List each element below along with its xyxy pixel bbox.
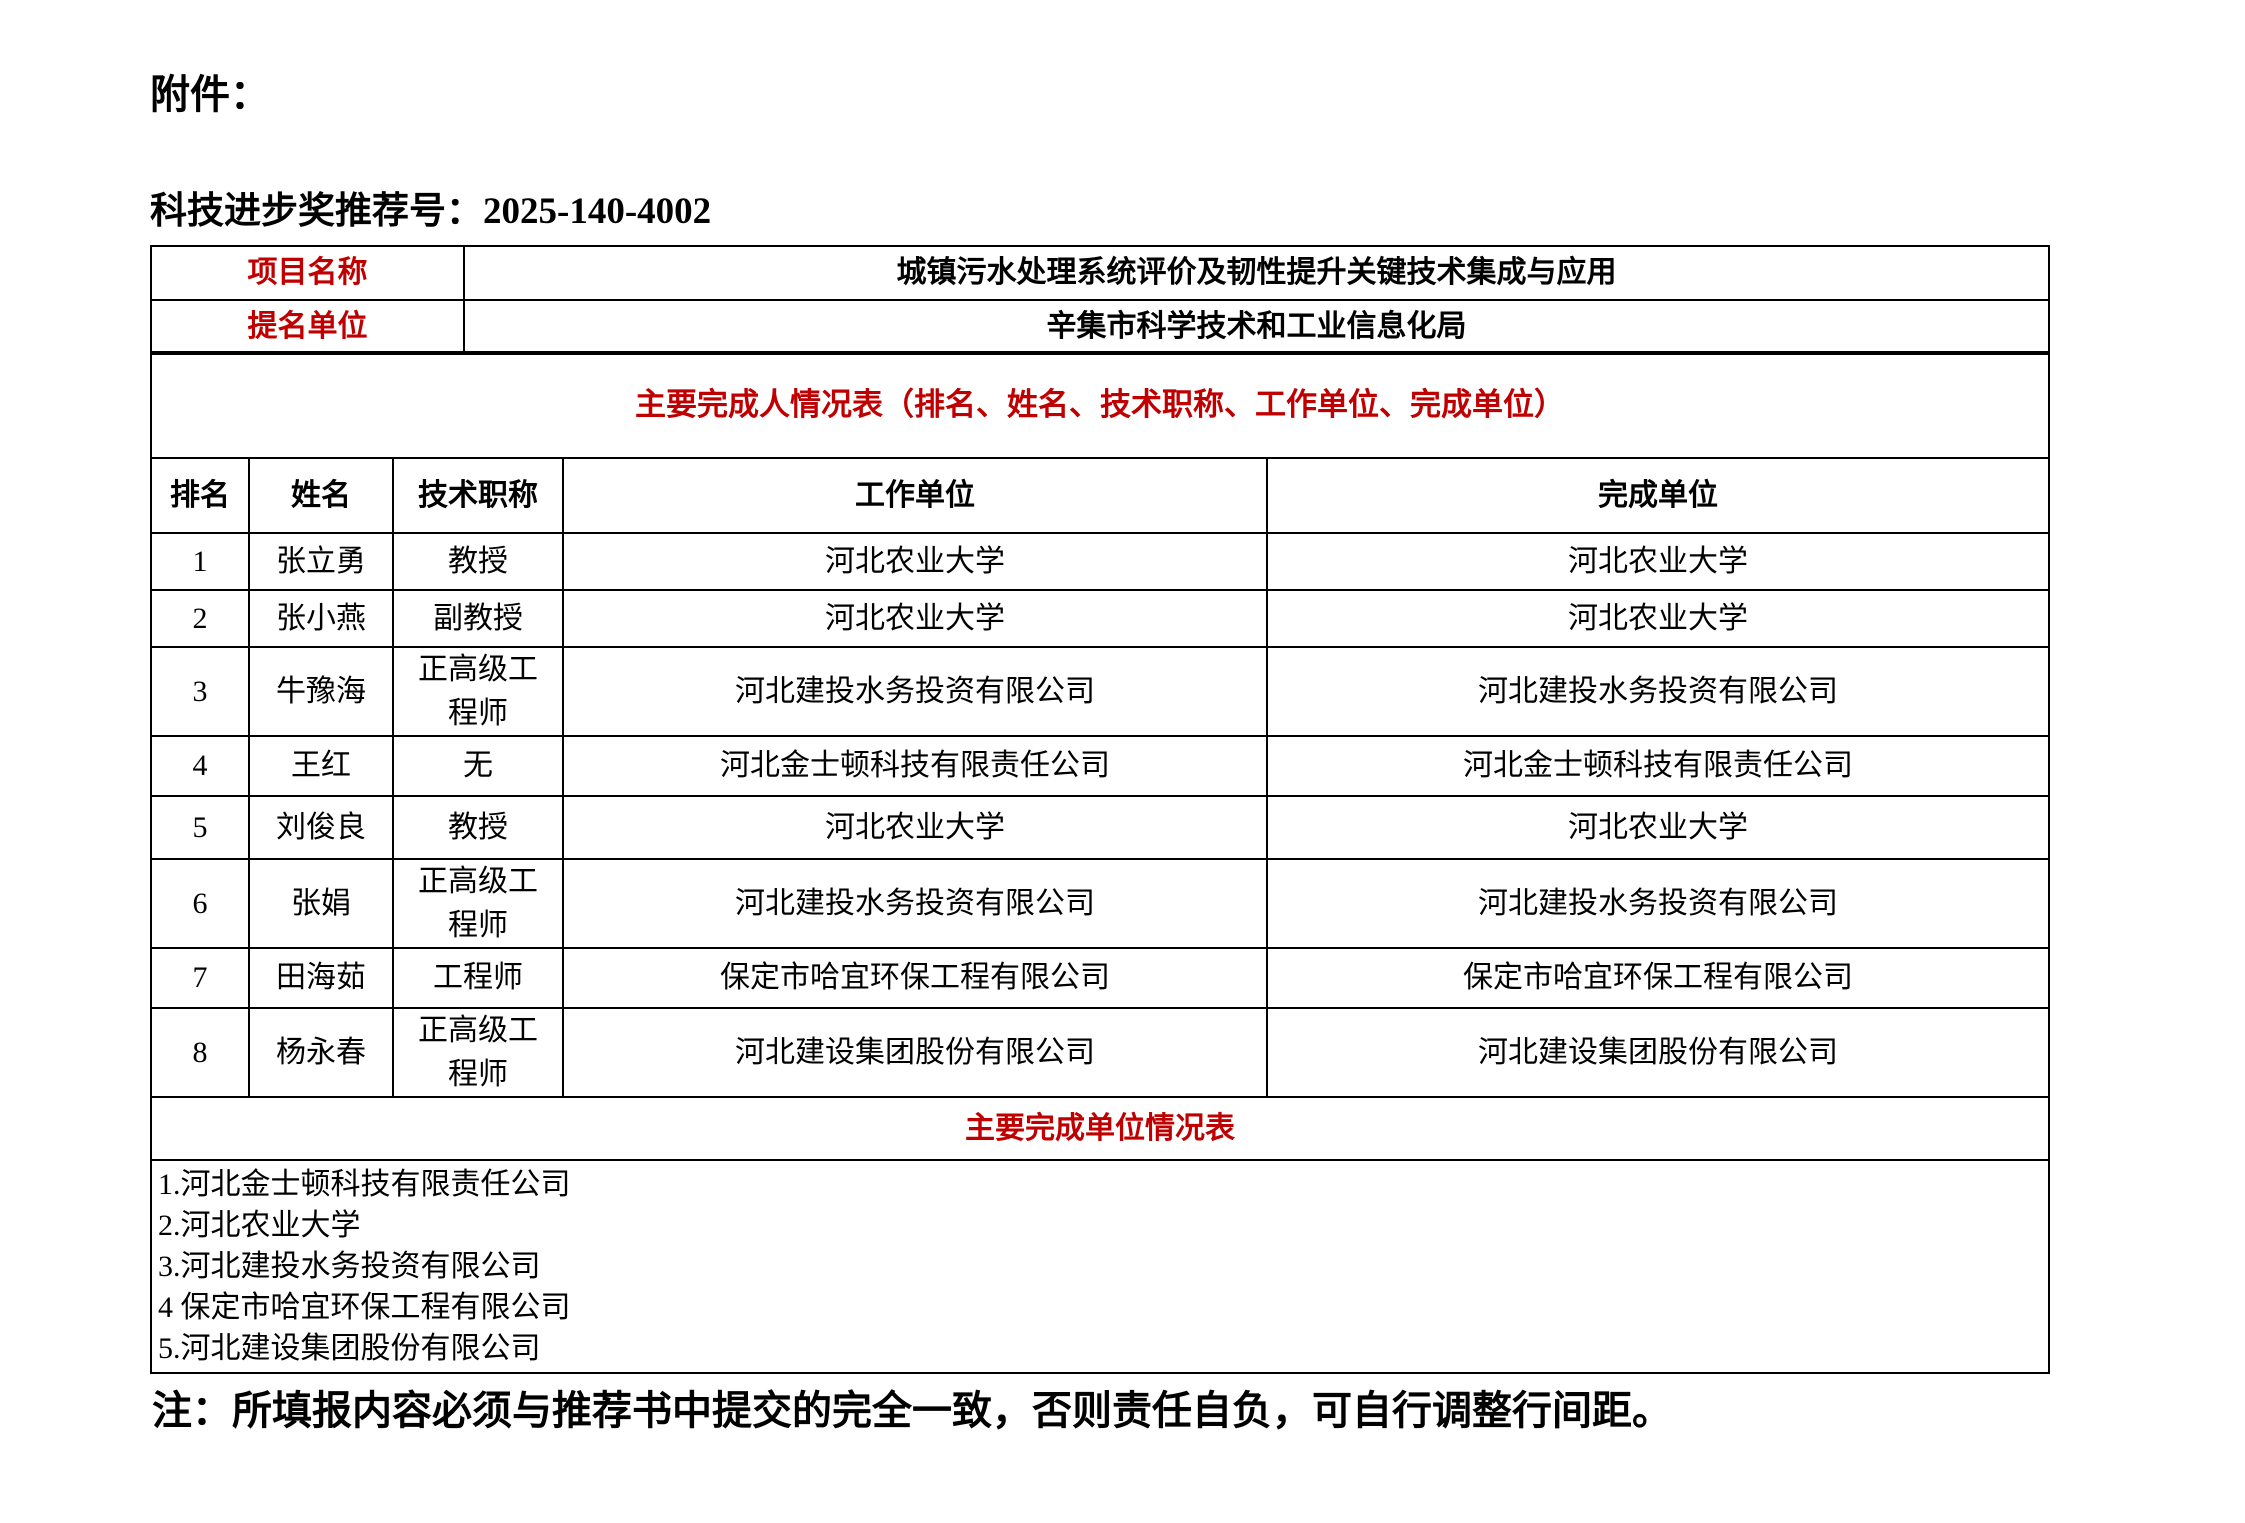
project-name-label: 项目名称 [150,245,465,301]
contributor-row-5: 5 刘俊良 教授 河北农业大学 河北农业大学 [150,795,2051,860]
cell-work-unit: 河北农业大学 [562,532,1268,591]
contributor-row-4: 4 王红 无 河北金士顿科技有限责任公司 河北金士顿科技有限责任公司 [150,735,2051,797]
cell-rank: 8 [150,1007,250,1098]
cell-work-unit: 河北金士顿科技有限责任公司 [562,735,1268,797]
unit-item-4: 4 保定市哈宜环保工程有限公司 [158,1291,571,1324]
cell-rank: 1 [150,532,250,591]
unit-item-1: 1.河北金士顿科技有限责任公司 [158,1168,571,1201]
unit-item-2: 2.河北农业大学 [158,1209,361,1242]
units-list: 1.河北金士顿科技有限责任公司 2.河北农业大学 3.河北建投水务投资有限公司 … [149,1159,2051,1374]
contributor-row-7: 7 田海茹 工程师 保定市哈宜环保工程有限公司 保定市哈宜环保工程有限公司 [150,947,2051,1009]
cell-title: 教授 [392,532,564,591]
contributors-table: 主要完成人情况表（排名、姓名、技术职称、工作单位、完成单位） 排名 姓名 技术职… [149,351,2051,1374]
unit-item-3: 3.河北建投水务投资有限公司 [158,1250,541,1283]
cell-rank: 3 [150,646,250,737]
attachment-label: 附件： [150,73,270,117]
contributors-title-row: 主要完成人情况表（排名、姓名、技术职称、工作单位、完成单位） [149,351,2051,459]
cell-work-unit: 河北农业大学 [562,589,1268,648]
cell-work-unit: 河北建投水务投资有限公司 [562,858,1268,949]
contributors-header-row: 排名 姓名 技术职称 工作单位 完成单位 [150,457,2051,534]
nominator-label: 提名单位 [150,299,465,355]
cell-name: 张立勇 [248,532,394,591]
note-text: 注：所填报内容必须与推荐书中提交的完全一致，否则责任自负，可自行调整行间距。 [152,1388,1672,1433]
award-recommendation-line: 科技进步奖推荐号：2025-140-4002 [150,180,711,234]
cell-completion-unit: 河北农业大学 [1265,589,2051,648]
contributor-row-3: 3 牛豫海 正高级工程师 河北建投水务投资有限公司 河北建投水务投资有限公司 [150,646,2051,737]
cell-title: 正高级工程师 [392,858,564,949]
cell-rank: 6 [150,858,250,949]
nominator-value: 辛集市科学技术和工业信息化局 [463,299,2050,355]
column-header-rank: 排名 [150,457,250,534]
cell-rank: 2 [150,589,250,648]
cell-completion-unit: 河北建投水务投资有限公司 [1265,646,2051,737]
contributor-row-6: 6 张娟 正高级工程师 河北建投水务投资有限公司 河北建投水务投资有限公司 [150,858,2051,949]
contributors-title: 主要完成人情况表（排名、姓名、技术职称、工作单位、完成单位） [149,351,2051,459]
nominator-row: 提名单位 辛集市科学技术和工业信息化局 [150,299,2050,355]
project-name-row: 项目名称 城镇污水处理系统评价及韧性提升关键技术集成与应用 [150,245,2050,301]
project-name-value: 城镇污水处理系统评价及韧性提升关键技术集成与应用 [463,245,2050,301]
project-info-table: 项目名称 城镇污水处理系统评价及韧性提升关键技术集成与应用 提名单位 辛集市科学… [150,245,2050,355]
cell-completion-unit: 河北农业大学 [1265,532,2051,591]
cell-title: 正高级工程师 [392,646,564,737]
cell-rank: 4 [150,735,250,797]
cell-rank: 7 [150,947,250,1009]
column-header-name: 姓名 [248,457,394,534]
contributor-row-2: 2 张小燕 副教授 河北农业大学 河北农业大学 [150,589,2051,648]
cell-title: 无 [392,735,564,797]
cell-title: 教授 [392,795,564,860]
cell-name: 牛豫海 [248,646,394,737]
column-header-completion-unit: 完成单位 [1265,457,2051,534]
cell-completion-unit: 河北农业大学 [1265,795,2051,860]
cell-name: 田海茹 [248,947,394,1009]
units-list-row: 1.河北金士顿科技有限责任公司 2.河北农业大学 3.河北建投水务投资有限公司 … [149,1159,2051,1374]
cell-title: 工程师 [392,947,564,1009]
cell-work-unit: 河北建投水务投资有限公司 [562,646,1268,737]
column-header-work-unit: 工作单位 [562,457,1268,534]
cell-work-unit: 河北农业大学 [562,795,1268,860]
cell-completion-unit: 河北金士顿科技有限责任公司 [1265,735,2051,797]
cell-completion-unit: 河北建投水务投资有限公司 [1265,858,2051,949]
column-header-title: 技术职称 [392,457,564,534]
cell-title: 副教授 [392,589,564,648]
award-number: 2025-140-4002 [483,191,712,232]
cell-title: 正高级工程师 [392,1007,564,1098]
cell-work-unit: 河北建设集团股份有限公司 [562,1007,1268,1098]
cell-work-unit: 保定市哈宜环保工程有限公司 [562,947,1268,1009]
cell-name: 刘俊良 [248,795,394,860]
contributor-row-1: 1 张立勇 教授 河北农业大学 河北农业大学 [150,532,2051,591]
cell-name: 张娟 [248,858,394,949]
unit-item-5: 5.河北建设集团股份有限公司 [158,1332,541,1365]
cell-name: 张小燕 [248,589,394,648]
cell-rank: 5 [150,795,250,860]
units-title-row: 主要完成单位情况表 [149,1096,2051,1161]
units-title: 主要完成单位情况表 [149,1096,2051,1161]
cell-completion-unit: 河北建设集团股份有限公司 [1265,1007,2051,1098]
cell-name: 王红 [248,735,394,797]
cell-name: 杨永春 [248,1007,394,1098]
cell-completion-unit: 保定市哈宜环保工程有限公司 [1265,947,2051,1009]
contributor-row-8: 8 杨永春 正高级工程师 河北建设集团股份有限公司 河北建设集团股份有限公司 [150,1007,2051,1098]
award-label: 科技进步奖推荐号： [150,191,483,232]
